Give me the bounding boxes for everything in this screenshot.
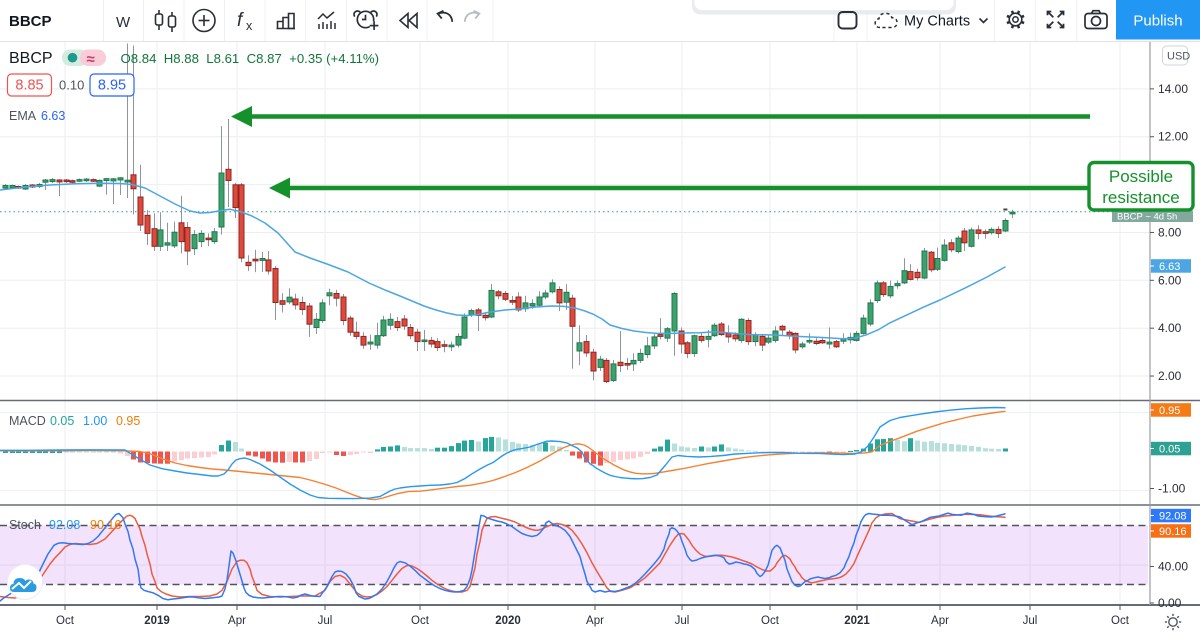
svg-text:resistance: resistance — [1102, 188, 1179, 207]
svg-text:f: f — [237, 10, 244, 31]
svg-text:1.00: 1.00 — [83, 414, 107, 428]
svg-text:6.00: 6.00 — [1158, 273, 1182, 287]
svg-text:Publish: Publish — [1133, 13, 1182, 30]
svg-text:Apr: Apr — [931, 615, 949, 627]
svg-text:2021: 2021 — [844, 615, 870, 627]
svg-text:90.16: 90.16 — [1159, 526, 1187, 538]
svg-text:2019: 2019 — [144, 615, 170, 627]
svg-text:0.95: 0.95 — [116, 414, 140, 428]
svg-text:MACD: MACD — [9, 414, 46, 428]
svg-text:2020: 2020 — [495, 615, 521, 627]
svg-text:90.16: 90.16 — [90, 518, 121, 532]
svg-text:≈: ≈ — [87, 51, 95, 68]
svg-text:92.08: 92.08 — [49, 518, 80, 532]
svg-text:Oct: Oct — [56, 615, 75, 627]
svg-text:Oct: Oct — [761, 615, 780, 627]
svg-text:0.05: 0.05 — [50, 414, 74, 428]
svg-text:-1.00: -1.00 — [1158, 482, 1186, 496]
svg-text:USD: USD — [1167, 51, 1190, 63]
svg-text:Apr: Apr — [228, 615, 246, 627]
svg-text:x: x — [246, 19, 253, 33]
svg-text:0.95: 0.95 — [1159, 405, 1180, 417]
svg-text:Possible: Possible — [1109, 167, 1173, 186]
svg-text:14.00: 14.00 — [1158, 82, 1188, 96]
svg-text:Oct: Oct — [411, 615, 430, 627]
svg-text:BBCP: BBCP — [9, 13, 52, 30]
svg-text:12.00: 12.00 — [1158, 130, 1188, 144]
svg-text:8.95: 8.95 — [98, 78, 126, 94]
svg-text:92.08: 92.08 — [1159, 511, 1187, 523]
svg-text:0.00: 0.00 — [1158, 596, 1182, 610]
svg-text:BBCP ~ 4d 5h: BBCP ~ 4d 5h — [1117, 212, 1177, 223]
svg-text:4.00: 4.00 — [1158, 321, 1182, 335]
svg-text:W: W — [116, 14, 131, 31]
svg-text:Jul: Jul — [1023, 615, 1038, 627]
svg-text:6.63: 6.63 — [1159, 261, 1180, 273]
svg-text:My Charts: My Charts — [904, 14, 970, 30]
svg-text:Jul: Jul — [318, 615, 333, 627]
svg-text:Jul: Jul — [675, 615, 690, 627]
svg-text:40.00: 40.00 — [1158, 560, 1188, 574]
svg-text:Oct: Oct — [1111, 615, 1130, 627]
svg-text:6.63: 6.63 — [41, 109, 65, 123]
svg-text:BBCP: BBCP — [9, 50, 53, 67]
svg-text:8.00: 8.00 — [1158, 225, 1182, 239]
svg-text:0.05: 0.05 — [1159, 444, 1180, 456]
svg-text:0.10: 0.10 — [59, 78, 84, 93]
svg-text:O8.84 H8.88 L8.61 C8.87 +0: O8.84 H8.88 L8.61 C8.87 +0.35 (+4.11%) — [121, 51, 380, 66]
svg-text:2.00: 2.00 — [1158, 369, 1182, 383]
svg-text:Apr: Apr — [586, 615, 604, 627]
svg-text:8.85: 8.85 — [15, 78, 43, 94]
svg-text:EMA: EMA — [9, 109, 37, 123]
svg-text:Stoch: Stoch — [9, 518, 41, 532]
